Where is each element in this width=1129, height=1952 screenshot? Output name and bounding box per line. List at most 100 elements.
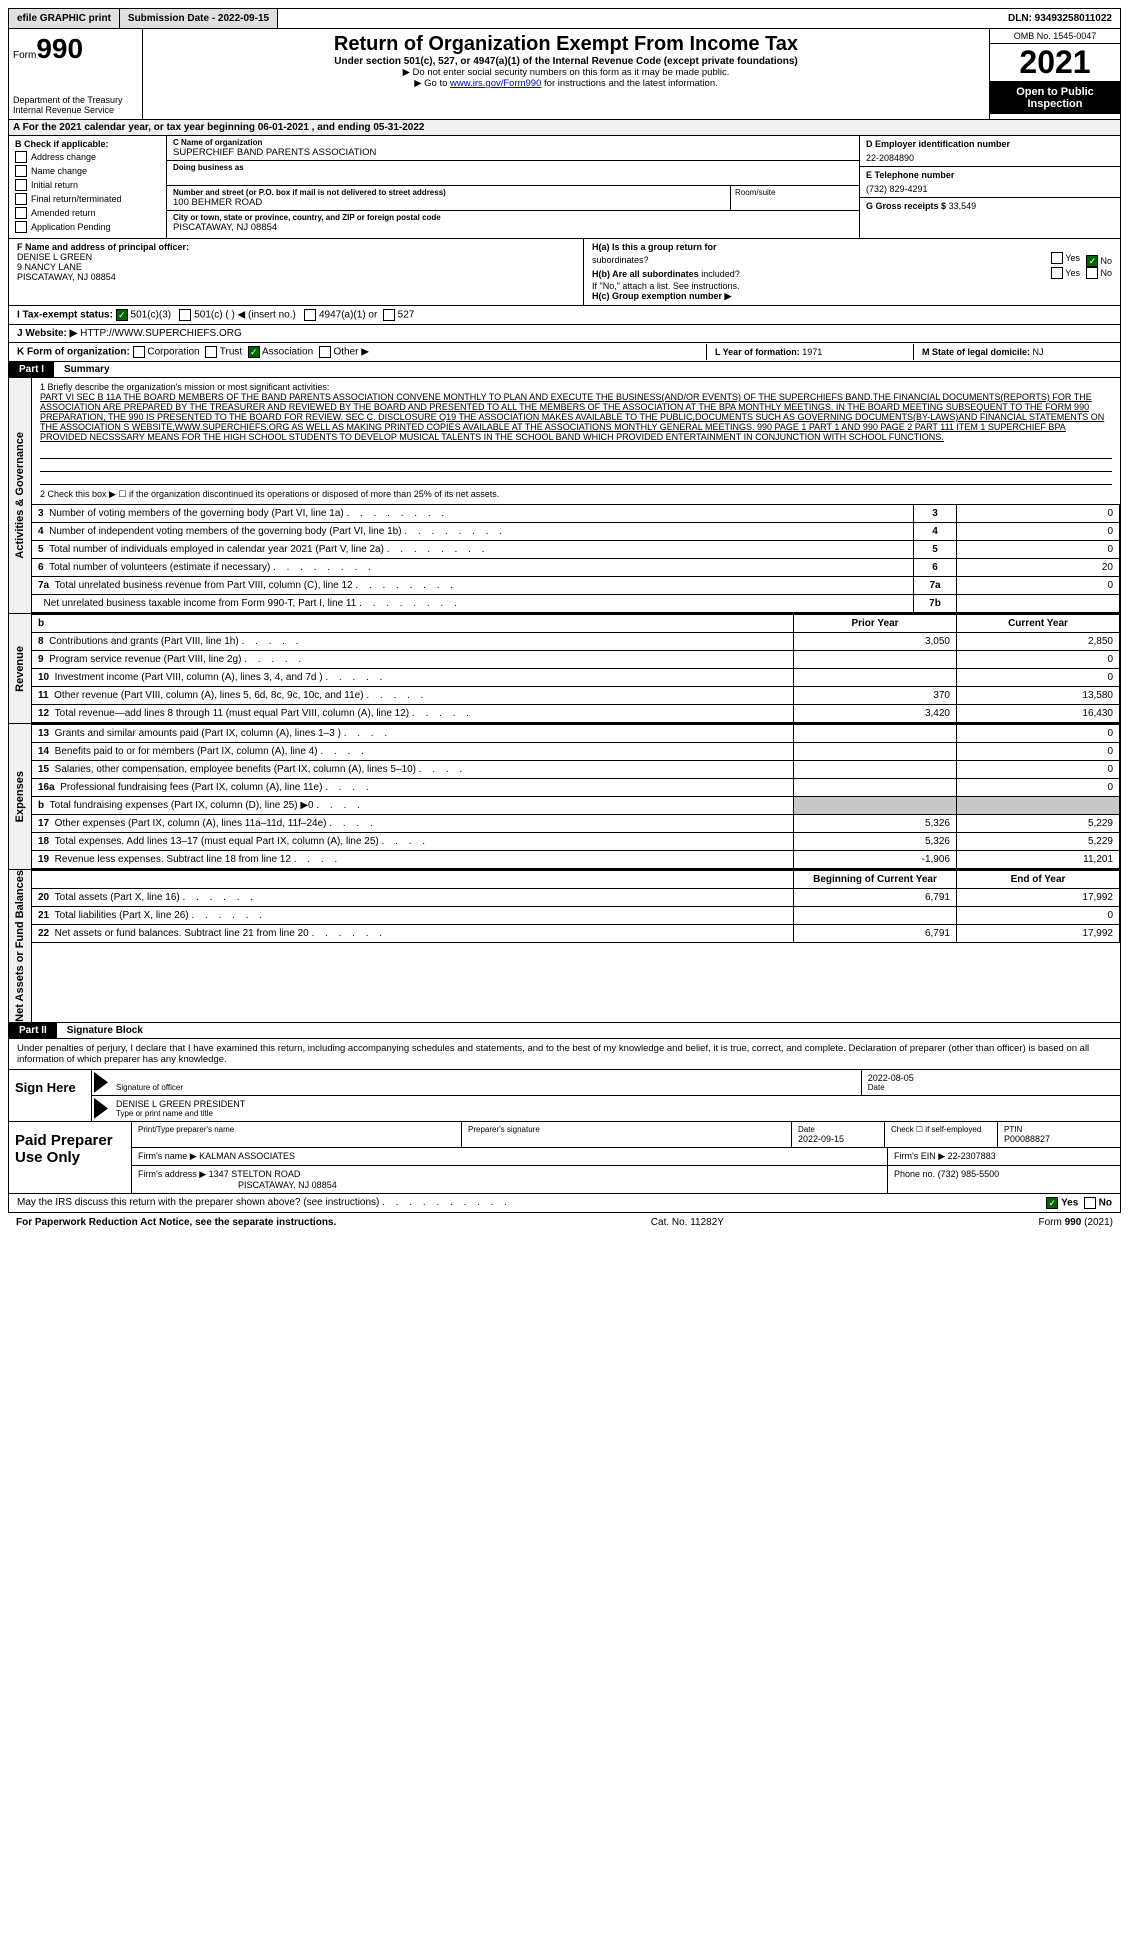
irs-link[interactable]: www.irs.gov/Form990 — [450, 78, 541, 89]
table-row: 4 Number of independent voting members o… — [32, 523, 914, 541]
py-value — [794, 907, 957, 925]
submission-date: Submission Date - 2022-09-15 — [120, 9, 278, 28]
firm-name-label: Firm's name ▶ — [138, 1151, 197, 1161]
table-row: 21 Total liabilities (Part X, line 26) .… — [32, 907, 794, 925]
hb-yes-cb[interactable] — [1051, 267, 1063, 279]
cy-value: 2,850 — [957, 633, 1120, 651]
ha-no-cb[interactable]: ✓ — [1086, 255, 1098, 267]
opt-corp: Corporation — [147, 347, 199, 358]
cb-other[interactable] — [319, 346, 331, 358]
cy-value: 0 — [957, 743, 1120, 761]
cb-corp[interactable] — [133, 346, 145, 358]
current-year-head: Current Year — [957, 615, 1120, 633]
tax-year: 2021 — [990, 44, 1120, 82]
py-value — [794, 743, 957, 761]
c-name-label: C Name of organization — [173, 138, 853, 147]
py-value — [794, 797, 957, 815]
box-d-label: D Employer identification number — [866, 139, 1114, 149]
cb-trust[interactable] — [205, 346, 217, 358]
side-expenses: Expenses — [14, 771, 26, 822]
line-value — [957, 595, 1120, 613]
room-suite: Room/suite — [730, 186, 859, 210]
box-g-label: G Gross receipts $ — [866, 201, 946, 211]
hb-label: H(b) Are all subordinates — [592, 269, 699, 279]
cb-501c[interactable] — [179, 309, 191, 321]
cb-app-pending[interactable] — [15, 221, 27, 233]
discuss-yes-cb[interactable]: ✓ — [1046, 1197, 1058, 1209]
phone-value: (732) 829-4291 — [866, 184, 1114, 194]
formation-year: 1971 — [802, 347, 822, 357]
cb-501c3[interactable]: ✓ — [116, 309, 128, 321]
py-value — [794, 651, 957, 669]
street-address: 100 BEHMER ROAD — [173, 197, 724, 208]
cb-final-return[interactable] — [15, 193, 27, 205]
line-box: 4 — [914, 523, 957, 541]
py-value: 6,791 — [794, 925, 957, 943]
prep-name-label: Print/Type preparer's name — [138, 1125, 455, 1134]
row-k-label: K Form of organization: — [17, 347, 130, 358]
cb-label-3: Final return/terminated — [31, 194, 122, 204]
ptin: P00088827 — [1004, 1134, 1114, 1144]
ha-no: No — [1100, 256, 1112, 266]
cb-assoc[interactable]: ✓ — [248, 346, 260, 358]
line-value: 0 — [957, 523, 1120, 541]
dept-treasury: Department of the Treasury — [13, 95, 138, 105]
row-j-label: J Website: ▶ — [17, 328, 77, 339]
cb-name-change[interactable] — [15, 165, 27, 177]
ha-label: H(a) Is this a group return for — [592, 242, 717, 252]
firm-name: KALMAN ASSOCIATES — [199, 1151, 295, 1161]
row-l-label: L Year of formation: — [715, 347, 800, 357]
py-value — [794, 779, 957, 797]
sign-here-label: Sign Here — [9, 1070, 92, 1121]
py-value: 5,326 — [794, 833, 957, 851]
firm-city: PISCATAWAY, NJ 08854 — [138, 1180, 881, 1190]
py-value — [794, 761, 957, 779]
cb-initial-return[interactable] — [15, 179, 27, 191]
cb-label-1: Name change — [31, 166, 87, 176]
cb-527[interactable] — [383, 309, 395, 321]
line1-label: 1 Briefly describe the organization's mi… — [40, 382, 1112, 392]
open-public-2: Inspection — [992, 98, 1118, 110]
table-row: 19 Revenue less expenses. Subtract line … — [32, 851, 794, 869]
table-row: 5 Total number of individuals employed i… — [32, 541, 914, 559]
ha-yes-cb[interactable] — [1051, 252, 1063, 264]
line-value: 0 — [957, 505, 1120, 523]
cy-value: 5,229 — [957, 833, 1120, 851]
officer-name-title: DENISE L GREEN PRESIDENT — [116, 1099, 1114, 1109]
form-number: 990 — [36, 33, 83, 64]
line-value: 0 — [957, 577, 1120, 595]
self-emp-label: Check ☐ if self-employed — [891, 1125, 991, 1134]
ssn-hint: ▶ Do not enter social security numbers o… — [147, 67, 985, 78]
end-year-head: End of Year — [957, 871, 1120, 889]
spacer — [32, 871, 794, 889]
box-b: B Check if applicable: Address change Na… — [9, 136, 167, 238]
cy-value: 0 — [957, 761, 1120, 779]
table-row: b Total fundraising expenses (Part IX, c… — [32, 797, 794, 815]
cb-4947[interactable] — [304, 309, 316, 321]
cy-value: 11,201 — [957, 851, 1120, 869]
table-row: 15 Salaries, other compensation, employe… — [32, 761, 794, 779]
row-i-label: I Tax-exempt status: — [17, 310, 113, 321]
city-label: City or town, state or province, country… — [173, 213, 853, 222]
form-header: Form990 Department of the Treasury Inter… — [8, 29, 1121, 120]
box-f-label: F Name and address of principal officer: — [17, 242, 575, 252]
hb-label2: included? — [701, 269, 740, 279]
table-row: 7a Total unrelated business revenue from… — [32, 577, 914, 595]
discuss-no-cb[interactable] — [1084, 1197, 1096, 1209]
hb-no-cb[interactable] — [1086, 267, 1098, 279]
prior-year-head: Prior Year — [794, 615, 957, 633]
cy-value: 17,992 — [957, 925, 1120, 943]
prep-sig-label: Preparer's signature — [468, 1125, 785, 1134]
sig-date-label: Date — [868, 1083, 1114, 1092]
opt-other: Other ▶ — [333, 347, 368, 358]
table-row: 3 Number of voting members of the govern… — [32, 505, 914, 523]
website: HTTP://WWW.SUPERCHIEFS.ORG — [80, 328, 242, 339]
arrow-icon — [94, 1072, 108, 1093]
cb-address-change[interactable] — [15, 151, 27, 163]
paid-preparer-label: Paid Preparer Use Only — [9, 1122, 132, 1193]
city-state-zip: PISCATAWAY, NJ 08854 — [173, 222, 853, 233]
cb-amended[interactable] — [15, 207, 27, 219]
sig-officer-label: Signature of officer — [116, 1083, 855, 1092]
efile-print-button[interactable]: efile GRAPHIC print — [9, 9, 120, 28]
discuss-no: No — [1099, 1197, 1112, 1208]
